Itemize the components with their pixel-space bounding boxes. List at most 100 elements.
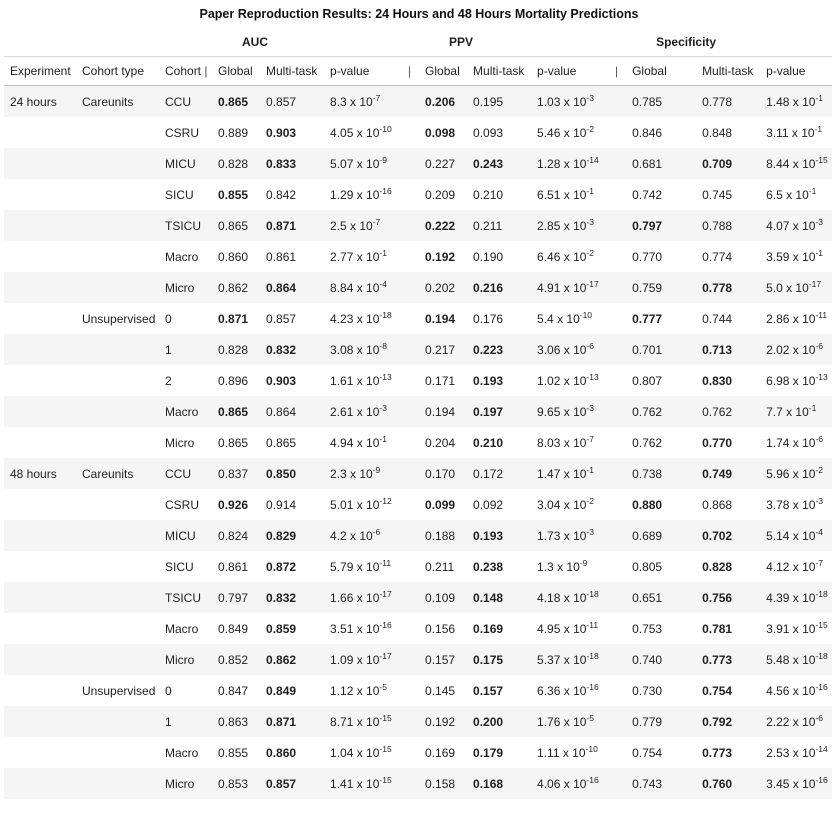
table-body: 24 hours Careunits CCU 0.865 0.857 8.3 x 10-7… bbox=[4, 85, 833, 799]
cell-cohort-type: Unsupervised bbox=[76, 675, 159, 706]
cell-ppv-pvalue: 6.51 x 10-1 bbox=[531, 179, 627, 210]
cell-ppv-multitask: 0.200 bbox=[467, 706, 532, 737]
pvalue-mantissa: 9.65 bbox=[537, 404, 561, 419]
pvalue-mantissa: 1.29 bbox=[330, 187, 354, 202]
pvalue-exponent: -16 bbox=[815, 681, 828, 692]
cell-spec-pvalue: 1.74 x 10-6 bbox=[760, 427, 833, 458]
cell-ppv-pvalue: 3.06 x 10-6 bbox=[531, 334, 627, 365]
cell-auc-multitask: 0.871 bbox=[260, 210, 325, 241]
pvalue-exponent: -2 bbox=[586, 495, 594, 506]
cell-ppv-multitask: 0.195 bbox=[467, 85, 532, 117]
cell-auc-global: 0.871 bbox=[212, 303, 261, 334]
cell-auc-multitask: 0.864 bbox=[260, 396, 325, 427]
pvalue-mantissa: 4.05 bbox=[330, 125, 354, 140]
cell-spec-multitask: 0.760 bbox=[696, 768, 761, 799]
pvalue-times-ten: x 10 bbox=[560, 776, 587, 791]
group-ppv: PPV bbox=[419, 28, 627, 57]
cell-cohort-type bbox=[76, 489, 159, 520]
pvalue-times-ten: x 10 bbox=[353, 311, 380, 326]
cell-experiment bbox=[4, 148, 76, 179]
pvalue-mantissa: 2.53 bbox=[766, 745, 790, 760]
column-separator: | bbox=[407, 64, 412, 78]
pvalue-exponent: -12 bbox=[379, 495, 392, 506]
cell-ppv-pvalue: 5.46 x 10-2 bbox=[531, 117, 627, 148]
pvalue-exponent: -3 bbox=[586, 526, 594, 537]
pvalue-mantissa: 1.76 bbox=[537, 714, 561, 729]
cell-spec-global: 0.754 bbox=[626, 737, 697, 768]
cell-auc-global: 0.865 bbox=[212, 396, 261, 427]
pvalue-exponent: -1 bbox=[586, 464, 594, 475]
cell-ppv-pvalue: 4.95 x 10-11 bbox=[531, 613, 627, 644]
pvalue-exponent: -14 bbox=[586, 154, 599, 165]
pvalue-mantissa: 2.77 bbox=[330, 249, 354, 264]
cell-auc-multitask: 0.903 bbox=[260, 117, 325, 148]
cell-ppv-global: 0.192 bbox=[419, 706, 468, 737]
cell-spec-pvalue: 3.59 x 10-1 bbox=[760, 241, 833, 272]
cell-auc-multitask: 0.861 bbox=[260, 241, 325, 272]
pvalue-exponent: -1 bbox=[815, 247, 823, 258]
cell-auc-global: 0.865 bbox=[212, 427, 261, 458]
cell-spec-multitask: 0.745 bbox=[696, 179, 761, 210]
pvalue-exponent: -10 bbox=[579, 309, 593, 320]
cell-auc-multitask: 0.914 bbox=[260, 489, 325, 520]
group-auc: AUC bbox=[212, 28, 420, 57]
cell-ppv-pvalue: 1.76 x 10-5 bbox=[531, 706, 627, 737]
cell-auc-global: 0.862 bbox=[212, 272, 261, 303]
pvalue-times-ten: x 10 bbox=[560, 714, 587, 729]
cell-ppv-global: 0.170 bbox=[419, 458, 468, 489]
cell-cohort-type bbox=[76, 179, 159, 210]
cell-spec-multitask: 0.709 bbox=[696, 148, 761, 179]
pvalue-times-ten: x 10 bbox=[560, 683, 587, 698]
cell-auc-multitask: 0.832 bbox=[260, 334, 325, 365]
col-auc-global: Global bbox=[212, 56, 261, 86]
pvalue-mantissa: 8.44 bbox=[766, 156, 790, 171]
cell-experiment bbox=[4, 427, 76, 458]
cell-ppv-global: 0.158 bbox=[419, 768, 468, 799]
pvalue-mantissa: 3.59 bbox=[766, 249, 790, 264]
cell-experiment bbox=[4, 334, 76, 365]
pvalue-mantissa: 1.66 bbox=[330, 590, 354, 605]
cell-cohort-type bbox=[76, 210, 159, 241]
cell-auc-pvalue: 1.09 x 10-17 bbox=[324, 644, 420, 675]
pvalue-times-ten: x 10 bbox=[789, 745, 816, 760]
cell-experiment bbox=[4, 737, 76, 768]
pvalue-exponent: -7 bbox=[586, 433, 594, 444]
pvalue-exponent: -3 bbox=[586, 92, 594, 103]
cell-spec-multitask: 0.773 bbox=[696, 644, 761, 675]
cell-experiment bbox=[4, 613, 76, 644]
table-row: Micro 0.865 0.865 4.94 x 10-1 0.204 0.210 8.03… bbox=[4, 427, 833, 458]
pvalue-exponent: -15 bbox=[379, 712, 392, 723]
pvalue-mantissa: 1.48 bbox=[766, 94, 790, 109]
cell-auc-pvalue: 5.07 x 10-9 bbox=[324, 148, 420, 179]
pvalue-times-ten: x 10 bbox=[353, 125, 380, 140]
cell-ppv-multitask: 0.197 bbox=[467, 396, 532, 427]
cell-auc-pvalue: 2.3 x 10-9 bbox=[324, 458, 420, 489]
cell-experiment bbox=[4, 489, 76, 520]
cell-ppv-pvalue: 6.36 x 10-16 bbox=[531, 675, 627, 706]
cell-ppv-pvalue: 3.04 x 10-2 bbox=[531, 489, 627, 520]
cell-ppv-pvalue: 1.47 x 10-1 bbox=[531, 458, 627, 489]
pvalue-mantissa: 1.74 bbox=[766, 435, 790, 450]
cell-cohort-type bbox=[76, 768, 159, 799]
table-row: TSICU 0.865 0.871 2.5 x 10-7 0.222 0.211 2.85 … bbox=[4, 210, 833, 241]
pvalue-times-ten: x 10 bbox=[560, 435, 587, 450]
pvalue-exponent: -16 bbox=[379, 185, 392, 196]
table-row: 48 hours Careunits CCU 0.837 0.850 2.3 x 10-9… bbox=[4, 458, 833, 489]
cell-auc-global: 0.855 bbox=[212, 179, 261, 210]
cell-spec-global: 0.753 bbox=[626, 613, 697, 644]
cell-ppv-pvalue: 8.03 x 10-7 bbox=[531, 427, 627, 458]
pvalue-times-ten: x 10 bbox=[353, 373, 380, 388]
pvalue-times-ten: x 10 bbox=[353, 187, 380, 202]
cell-auc-multitask: 0.833 bbox=[260, 148, 325, 179]
pvalue-times-ten: x 10 bbox=[782, 280, 809, 295]
cell-spec-pvalue: 4.07 x 10-3 bbox=[760, 210, 833, 241]
pvalue-mantissa: 8.03 bbox=[537, 435, 561, 450]
col-spec-multitask: Multi-task bbox=[696, 56, 761, 86]
cell-spec-pvalue: 3.78 x 10-3 bbox=[760, 489, 833, 520]
pvalue-mantissa: 1.73 bbox=[537, 528, 561, 543]
cell-cohort-type bbox=[76, 148, 159, 179]
table-row: Macro 0.855 0.860 1.04 x 10-15 0.169 0.179 1.1… bbox=[4, 737, 833, 768]
table-row: Unsupervised 0 0.871 0.857 4.23 x 10-18 0.194… bbox=[4, 303, 833, 334]
pvalue-exponent: -1 bbox=[379, 433, 387, 444]
col-spec-pvalue: p-value bbox=[760, 56, 833, 86]
